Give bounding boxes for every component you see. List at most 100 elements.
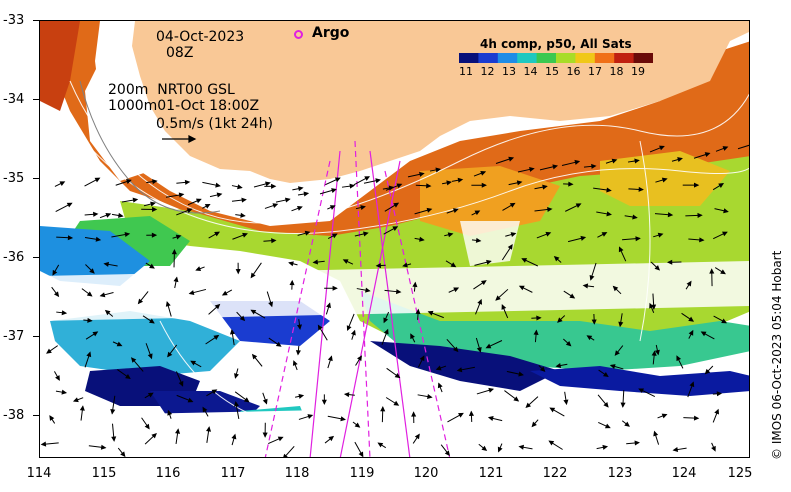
current-vector-head: [211, 389, 218, 395]
current-vector-head: [137, 298, 144, 305]
current-vector-head: [393, 202, 400, 208]
current-vector-head: [624, 421, 630, 427]
current-vector-head: [46, 348, 52, 354]
current-vector-head: [66, 202, 73, 208]
current-vector-head: [377, 442, 384, 448]
current-vector-head: [118, 212, 124, 218]
current-vector-head: [654, 265, 661, 271]
current-vector-head: [456, 367, 463, 373]
x-tick-label: 120: [413, 466, 439, 481]
current-vector-head: [289, 279, 295, 286]
current-vector-head: [147, 353, 153, 360]
current-vector-head: [40, 441, 47, 447]
current-vector-head: [95, 236, 102, 242]
current-vector-head: [394, 373, 401, 379]
current-vector-head: [716, 391, 723, 397]
y-tick-label: -38: [3, 408, 25, 423]
current-vector-head: [105, 212, 112, 218]
current-vector-head: [468, 410, 474, 416]
depth-contours: [59, 80, 749, 422]
current-vector-head: [53, 291, 60, 298]
current-vector-head: [151, 232, 158, 238]
current-vector-head: [188, 290, 195, 295]
current-vector-head: [453, 287, 460, 293]
current-vector-head: [419, 236, 425, 242]
current-vector-head: [548, 440, 555, 446]
current-vector-head: [202, 406, 208, 413]
colorbar-tick-label: 15: [545, 65, 559, 78]
current-vector-head: [292, 360, 298, 366]
y-tick-label: -34: [3, 92, 25, 107]
current-vector-head: [331, 188, 337, 193]
current-vector-head: [167, 351, 173, 358]
current-vector-head: [262, 432, 268, 438]
map-date: 04-Oct-2023: [156, 29, 245, 45]
y-tick-label: -37: [3, 329, 25, 344]
current-vector-head: [59, 181, 66, 186]
current-vector-head: [307, 414, 314, 419]
current-vector-head: [533, 329, 539, 335]
current-vector-head: [666, 259, 673, 265]
y-tick-label: -35: [3, 171, 25, 186]
current-vector-head: [614, 350, 620, 356]
current-vector-head: [569, 293, 576, 299]
current-vector-head: [110, 409, 116, 415]
current-vector-head: [477, 298, 483, 305]
colorbar-tick-label: 19: [631, 65, 645, 78]
current-vector-head: [331, 233, 338, 239]
current-vector-head: [518, 444, 525, 450]
current-vector-head: [195, 266, 202, 271]
current-vector-head: [93, 211, 99, 217]
current-vector-head: [296, 324, 303, 330]
current-vector-head: [700, 331, 707, 337]
current-vector-head: [152, 179, 158, 185]
current-vector-head: [354, 422, 361, 428]
current-vector-head: [298, 393, 305, 399]
current-vector-head: [476, 346, 482, 353]
colorbar-swatch: [517, 53, 538, 63]
current-vector-head: [214, 231, 220, 237]
colorbar-title: 4h comp, p50, All Sats: [480, 37, 632, 51]
current-vector-head: [419, 355, 425, 362]
current-vector-head: [653, 430, 659, 437]
current-vector-head: [444, 450, 450, 457]
current-vector-head: [591, 319, 597, 325]
current-vector-head: [52, 269, 58, 276]
sst-map[interactable]: [39, 20, 750, 458]
current-vector-head: [723, 208, 729, 214]
current-vector-head: [435, 167, 442, 173]
argo-marker-icon: [294, 30, 303, 39]
current-vector-head: [602, 444, 609, 450]
current-vector-head: [549, 407, 556, 413]
current-vector-head: [612, 285, 619, 292]
current-vector-head: [87, 317, 93, 323]
current-vector-head: [126, 179, 132, 184]
current-vector-head: [303, 191, 310, 197]
current-vector-head: [297, 186, 304, 192]
current-vector-head: [495, 295, 501, 301]
current-vector-head: [552, 164, 559, 170]
current-vector-head: [547, 206, 553, 213]
current-vector-head: [120, 451, 126, 457]
current-vector-head: [474, 210, 481, 216]
current-vector-head: [557, 317, 563, 323]
current-vector-head: [147, 392, 154, 398]
current-vector-head: [667, 212, 674, 218]
current-vector-head: [229, 328, 235, 335]
current-vector-head: [507, 244, 513, 250]
current-vector-head: [501, 304, 507, 310]
current-vector-head: [235, 269, 241, 275]
colorbar-tick-label: 11: [459, 65, 473, 78]
current-vector-head: [186, 208, 193, 213]
current-vector-head: [411, 411, 417, 417]
current-vector-head: [297, 206, 303, 211]
current-vector: [737, 144, 749, 150]
x-tick-label: 124: [671, 466, 697, 481]
current-vector-head: [686, 280, 692, 287]
depth-info-line1: 200m NRT00 GSL: [108, 82, 235, 98]
argo-tracks: [264, 140, 451, 457]
current-vector-head: [450, 262, 457, 268]
colorbar-swatch: [497, 53, 518, 63]
current-vector-head: [216, 192, 223, 198]
current-vector-head: [603, 402, 609, 408]
